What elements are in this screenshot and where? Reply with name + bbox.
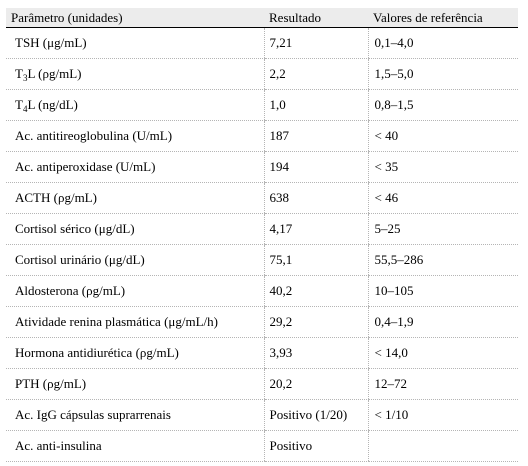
cell-result: 40,2 xyxy=(263,275,368,307)
cell-parameter: T3L (ρg/mL) xyxy=(6,58,264,90)
parameter-text: Cortisol urinário (μg/dL) xyxy=(15,252,145,267)
cell-reference: 55,5–286 xyxy=(367,244,518,276)
table-row: Cortisol urinário (μg/dL) 75,1 55,5–286 xyxy=(6,244,518,276)
cell-result: 29,2 xyxy=(263,306,368,338)
cell-reference: 5–25 xyxy=(367,213,518,245)
cell-parameter: Ac. anti-insulina xyxy=(6,430,264,462)
table-row: Ac. anti-insulina Positivo xyxy=(6,430,518,462)
cell-reference xyxy=(367,430,518,462)
parameter-subscript: 4 xyxy=(22,104,28,114)
cell-reference: < 46 xyxy=(367,182,518,214)
cell-reference: 1,5–5,0 xyxy=(367,58,518,90)
parameter-text: ACTH (ρg/mL) xyxy=(15,190,97,205)
table-row: Ac. IgG cápsulas suprarrenais Positivo (1… xyxy=(6,399,518,431)
cell-result: 7,21 xyxy=(263,27,368,59)
cell-result: 194 xyxy=(263,151,368,183)
cell-reference: 10–105 xyxy=(367,275,518,307)
cell-parameter: Aldosterona (ρg/mL) xyxy=(6,275,264,307)
parameter-text: L (ng/dL) xyxy=(27,97,78,112)
parameter-text: Ac. IgG cápsulas suprarrenais xyxy=(15,407,171,422)
cell-parameter: Ac. IgG cápsulas suprarrenais xyxy=(6,399,264,431)
table-row: Ac. antitireoglobulina (U/mL) 187 < 40 xyxy=(6,120,518,152)
cell-result: 20,2 xyxy=(263,368,368,400)
cell-reference: 12–72 xyxy=(367,368,518,400)
cell-result: Positivo xyxy=(263,430,368,462)
cell-parameter: T4L (ng/dL) xyxy=(6,89,264,121)
parameter-text: Ac. antiperoxidase (U/mL) xyxy=(15,159,156,174)
parameter-subscript: 3 xyxy=(22,73,28,83)
cell-parameter: Cortisol urinário (μg/dL) xyxy=(6,244,264,276)
header-row: Parâmetro (unidades) Resultado Valores d… xyxy=(6,8,518,28)
cell-parameter: Ac. antitireoglobulina (U/mL) xyxy=(6,120,264,152)
table-body: TSH (μg/mL) 7,21 0,1–4,0 T3L (ρg/mL) 2,2 1,5–… xyxy=(6,27,518,462)
header-reference: Valores de referência xyxy=(368,8,518,28)
parameter-text: PTH (ρg/mL) xyxy=(15,376,87,391)
parameter-text: TSH (μg/mL) xyxy=(15,35,87,50)
table-row: T4L (ng/dL) 1,0 0,8–1,5 xyxy=(6,89,518,121)
cell-result: 2,2 xyxy=(263,58,368,90)
cell-result: 638 xyxy=(263,182,368,214)
header-result: Resultado xyxy=(264,8,368,28)
cell-result: 75,1 xyxy=(263,244,368,276)
table-row: TSH (μg/mL) 7,21 0,1–4,0 xyxy=(6,27,518,59)
table-row: PTH (ρg/mL) 20,2 12–72 xyxy=(6,368,518,400)
cell-parameter: TSH (μg/mL) xyxy=(6,27,264,59)
cell-reference: < 40 xyxy=(367,120,518,152)
cell-parameter: Ac. antiperoxidase (U/mL) xyxy=(6,151,264,183)
cell-reference: 0,1–4,0 xyxy=(367,27,518,59)
parameter-text: T xyxy=(15,97,23,112)
table-row: Hormona antidiurética (ρg/mL) 3,93 < 14,0 xyxy=(6,337,518,369)
cell-parameter: Hormona antidiurética (ρg/mL) xyxy=(6,337,264,369)
lab-results-table: Parâmetro (unidades) Resultado Valores d… xyxy=(6,8,518,462)
cell-result: 4,17 xyxy=(263,213,368,245)
table-header: Parâmetro (unidades) Resultado Valores d… xyxy=(6,8,518,28)
table-row: Cortisol sérico (μg/dL) 4,17 5–25 xyxy=(6,213,518,245)
cell-reference: 0,8–1,5 xyxy=(367,89,518,121)
table-row: ACTH (ρg/mL) 638 < 46 xyxy=(6,182,518,214)
parameter-text: Ac. anti-insulina xyxy=(15,438,102,453)
header-parameter: Parâmetro (unidades) xyxy=(6,8,264,28)
parameter-text: Atividade renina plasmática (μg/mL/h) xyxy=(15,314,218,329)
cell-result: 3,93 xyxy=(263,337,368,369)
parameter-text: L (ρg/mL) xyxy=(27,66,82,81)
cell-parameter: Atividade renina plasmática (μg/mL/h) xyxy=(6,306,264,338)
cell-parameter: ACTH (ρg/mL) xyxy=(6,182,264,214)
cell-result: 187 xyxy=(263,120,368,152)
table-row: Atividade renina plasmática (μg/mL/h) 29,… xyxy=(6,306,518,338)
cell-result: Positivo (1/20) xyxy=(263,399,368,431)
parameter-text: Cortisol sérico (μg/dL) xyxy=(15,221,135,236)
cell-parameter: PTH (ρg/mL) xyxy=(6,368,264,400)
cell-reference: 0,4–1,9 xyxy=(367,306,518,338)
parameter-text: Hormona antidiurética (ρg/mL) xyxy=(15,345,179,360)
table-row: Aldosterona (ρg/mL) 40,2 10–105 xyxy=(6,275,518,307)
cell-reference: < 35 xyxy=(367,151,518,183)
cell-reference: < 14,0 xyxy=(367,337,518,369)
table-row: T3L (ρg/mL) 2,2 1,5–5,0 xyxy=(6,58,518,90)
parameter-text: Ac. antitireoglobulina (U/mL) xyxy=(15,128,173,143)
parameter-text: Aldosterona (ρg/mL) xyxy=(15,283,126,298)
cell-result: 1,0 xyxy=(263,89,368,121)
parameter-text: T xyxy=(15,66,23,81)
cell-parameter: Cortisol sérico (μg/dL) xyxy=(6,213,264,245)
cell-reference: < 1/10 xyxy=(367,399,518,431)
table-row: Ac. antiperoxidase (U/mL) 194 < 35 xyxy=(6,151,518,183)
